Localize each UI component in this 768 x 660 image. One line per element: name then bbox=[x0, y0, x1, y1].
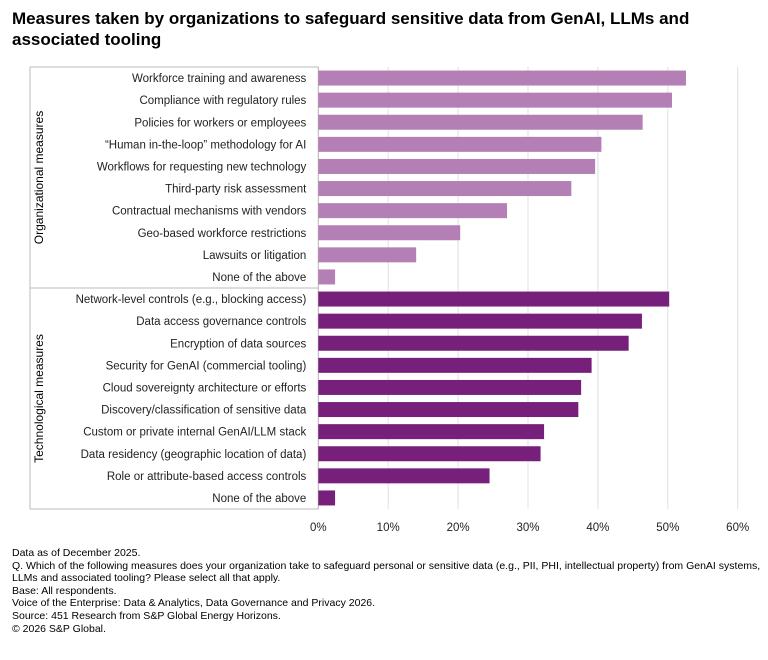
note-date: Data as of December 2025. bbox=[12, 547, 141, 559]
bar bbox=[318, 490, 336, 506]
bar bbox=[318, 402, 579, 418]
x-tick-label: 0% bbox=[310, 522, 327, 534]
bar bbox=[318, 424, 545, 440]
category-label: Workflows for requesting new technology bbox=[97, 161, 307, 173]
category-label: Contractual mechanisms with vendors bbox=[112, 206, 307, 218]
note-survey: Voice of the Enterprise: Data & Analytic… bbox=[12, 597, 376, 610]
category-label: Policies for workers or employees bbox=[134, 117, 306, 129]
category-label: None of the above bbox=[212, 493, 306, 505]
bar bbox=[318, 269, 336, 285]
category-label: Compliance with regulatory rules bbox=[139, 95, 306, 107]
category-label: Workforce training and awareness bbox=[132, 73, 307, 85]
footnotes: Data as of December 2025. Q. Which of th… bbox=[12, 547, 762, 635]
note-question: Q. Which of the following measures does … bbox=[12, 559, 761, 585]
x-tick-label: 30% bbox=[516, 522, 539, 534]
bar-chart: 0% 10% 20% 30% 40% 50% 60% Organizational measu… bbox=[29, 66, 749, 534]
category-label: Role or attribute-based access controls bbox=[107, 471, 307, 483]
bar bbox=[318, 335, 629, 351]
chart-title: Measures taken by organizations to safeg… bbox=[12, 9, 690, 49]
bar bbox=[318, 136, 602, 152]
category-label: “Human in-the-loop” methodology for AI bbox=[105, 139, 306, 151]
bar bbox=[318, 379, 582, 395]
category-label: Third-party risk assessment bbox=[165, 184, 307, 196]
category-label: Discovery/classification of sensitive da… bbox=[101, 405, 307, 417]
group-label: Organizational measures bbox=[32, 111, 46, 244]
category-label: Lawsuits or litigation bbox=[203, 250, 307, 262]
bar bbox=[318, 357, 592, 373]
x-tick-label: 50% bbox=[656, 522, 679, 534]
category-label: Data access governance controls bbox=[136, 316, 306, 328]
note-copyright: © 2026 S&P Global. bbox=[12, 622, 106, 635]
bar bbox=[318, 225, 461, 241]
category-label: Encryption of data sources bbox=[170, 338, 306, 350]
x-tick-label: 20% bbox=[447, 522, 470, 534]
category-label: Network-level controls (e.g., blocking a… bbox=[76, 294, 307, 306]
category-label: Security for GenAI (commercial tooling) bbox=[106, 360, 307, 372]
bar bbox=[318, 181, 572, 197]
note-base: Base: All respondents. bbox=[12, 584, 117, 597]
bar bbox=[318, 468, 490, 484]
group-label: Technological measures bbox=[32, 334, 46, 463]
group-box bbox=[29, 287, 319, 510]
bar bbox=[318, 313, 642, 329]
category-label: Cloud sovereignty architecture or effort… bbox=[103, 382, 307, 394]
bar bbox=[318, 92, 672, 108]
category-label: Custom or private internal GenAI/LLM sta… bbox=[83, 427, 306, 439]
x-tick-label: 40% bbox=[586, 522, 609, 534]
bar bbox=[318, 114, 643, 130]
category-label: Geo-based workforce restrictions bbox=[138, 228, 307, 240]
bar bbox=[318, 446, 541, 462]
bar bbox=[318, 158, 596, 174]
category-label: Data residency (geographic location of d… bbox=[81, 449, 307, 461]
category-label: None of the above bbox=[212, 272, 306, 284]
note-source: Source: 451 Research from S&P Global Ene… bbox=[12, 609, 281, 622]
bar bbox=[318, 203, 508, 219]
x-tick-label: 10% bbox=[377, 522, 400, 534]
bar bbox=[318, 291, 670, 307]
bar bbox=[318, 70, 686, 86]
x-tick-label: 60% bbox=[726, 522, 749, 534]
bar bbox=[318, 247, 417, 263]
